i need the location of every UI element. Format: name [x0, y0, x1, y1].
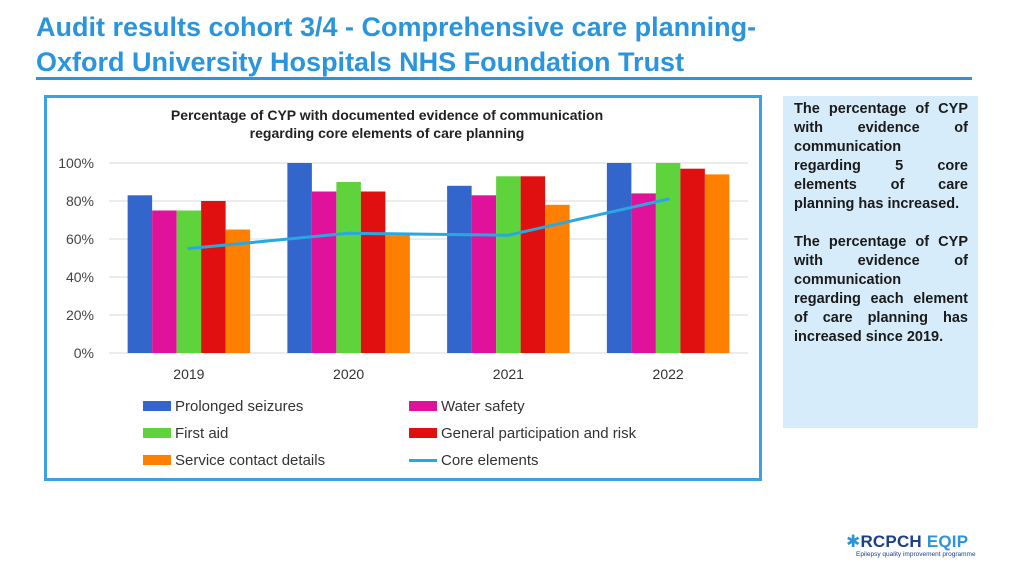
bar: [127, 195, 153, 353]
logo-rcpch: RCPCH: [860, 532, 922, 551]
x-tick-label: 2019: [173, 366, 204, 382]
bar-chart: 0% 20% 40% 60% 80% 100% 2019 2020 2021 2022: [58, 155, 748, 382]
page-title-line2: Oxford University Hospitals NHS Foundati…: [36, 47, 685, 77]
x-tick-label: 2021: [493, 366, 524, 382]
logo-wordmark: ✱RCPCH EQIP: [846, 533, 978, 551]
bar: [631, 193, 656, 353]
line-point: [506, 233, 510, 237]
page-title: Audit results cohort 3/4 - Comprehensive…: [36, 10, 976, 80]
bar: [360, 191, 386, 353]
legend-label-prolonged-seizures: Prolonged seizures: [175, 397, 304, 415]
bar: [385, 235, 410, 353]
line-point: [666, 197, 670, 201]
chart-title-line2: regarding core elements of care planning: [249, 125, 525, 141]
x-tick-label: 2020: [333, 366, 364, 382]
line-point: [347, 231, 351, 235]
bar: [655, 163, 681, 353]
legend-label-water-safety: Water safety: [441, 397, 525, 415]
bar: [201, 201, 226, 353]
bar: [152, 210, 177, 353]
page-title-line1: Audit results cohort 3/4 - Comprehensive…: [36, 12, 757, 42]
legend-water-safety: Water safety: [409, 396, 525, 416]
bar: [287, 163, 312, 353]
bar: [176, 210, 202, 353]
bar: [545, 204, 570, 353]
logo-star-icon: ✱: [846, 532, 861, 551]
bar: [447, 185, 472, 353]
chart-title-line1: Percentage of CYP with documented eviden…: [170, 107, 604, 123]
chart-container: Percentage of CYP with documented eviden…: [44, 95, 762, 481]
legend-label-service-contact: Service contact details: [175, 451, 326, 469]
y-tick-label: 100%: [58, 155, 94, 171]
legend-label-core-elements: Core elements: [441, 451, 539, 469]
y-tick-label: 20%: [66, 307, 94, 323]
bar: [606, 163, 632, 353]
legend-swatch-first-aid: [143, 428, 171, 438]
legend-line-core-elements: [409, 458, 437, 462]
legend-swatch-water-safety: [409, 401, 437, 411]
legend-prolonged-seizures: Prolonged seizures: [143, 396, 303, 416]
title-underline: [36, 77, 972, 80]
summary-paragraph-2: The percentage of CYP with evidence of c…: [794, 234, 968, 345]
line-series-core-elements: [187, 197, 670, 250]
legend-general-participation: General participation and risk: [409, 423, 636, 443]
legend-swatch-prolonged-seizures: [143, 401, 171, 411]
bar: [520, 176, 546, 353]
x-tick-label: 2022: [653, 366, 684, 382]
y-tick-label: 0%: [74, 345, 94, 361]
y-tick-label: 60%: [66, 231, 94, 247]
legend-first-aid: First aid: [143, 423, 228, 443]
bar: [336, 182, 361, 353]
line-point: [187, 247, 191, 250]
bar: [471, 195, 497, 353]
bar: [680, 168, 705, 353]
legend-swatch-general-participation: [409, 428, 437, 438]
y-tick-label: 40%: [66, 269, 94, 285]
legend-core-elements: Core elements: [409, 450, 539, 470]
chart-title: Percentage of CYP with documented eviden…: [117, 106, 657, 142]
summary-paragraph-1: The percentage of CYP with evidence of c…: [794, 101, 968, 212]
bar: [496, 176, 521, 353]
legend-swatch-service-contact: [143, 455, 171, 465]
rcpch-eqip-logo: ✱RCPCH EQIP Epilepsy quality improvement…: [846, 533, 978, 561]
bar: [311, 191, 337, 353]
summary-panel: The percentage of CYP with evidence of c…: [783, 96, 978, 428]
legend-service-contact: Service contact details: [143, 450, 325, 470]
bar: [225, 229, 251, 353]
logo-eqip: EQIP: [926, 532, 969, 551]
logo-tagline: Epilepsy quality improvement programme: [856, 551, 976, 558]
bar: [704, 174, 730, 353]
y-tick-label: 80%: [66, 193, 94, 209]
legend-label-first-aid: First aid: [175, 424, 229, 442]
legend-label-general-participation: General participation and risk: [441, 424, 637, 442]
